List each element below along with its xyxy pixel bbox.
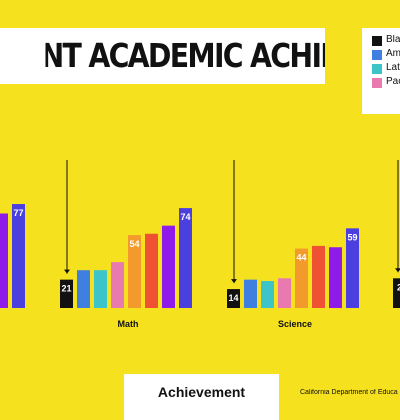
bar bbox=[278, 278, 291, 308]
arrow-head bbox=[64, 269, 70, 274]
category-label: Math bbox=[118, 319, 139, 329]
legend-item: Lati bbox=[372, 63, 400, 75]
legend-label: Lati bbox=[386, 63, 400, 73]
bar-value-label: 44 bbox=[296, 253, 306, 263]
bar bbox=[261, 281, 274, 308]
bar bbox=[12, 204, 25, 308]
legend-swatch bbox=[372, 36, 382, 46]
bar bbox=[179, 208, 192, 308]
arrow-head bbox=[231, 279, 237, 284]
bar bbox=[329, 247, 342, 308]
legend-label: Bla bbox=[386, 35, 400, 45]
page-title: NT ACADEMIC ACHIEVEMENT bbox=[46, 36, 326, 75]
legend-swatch bbox=[372, 64, 382, 74]
footer-banner bbox=[124, 374, 279, 420]
bar bbox=[346, 228, 359, 308]
bar bbox=[0, 213, 8, 308]
legend-label: Pac bbox=[386, 77, 400, 87]
bar bbox=[111, 262, 124, 308]
bar bbox=[94, 270, 107, 308]
legend-item: Bla bbox=[372, 35, 400, 47]
footer-title: Achievement bbox=[157, 384, 246, 400]
bar-value-label: 21 bbox=[61, 284, 71, 294]
legend-swatch bbox=[372, 50, 382, 60]
category-label: Science bbox=[278, 319, 312, 329]
legend-item: Ame bbox=[372, 49, 400, 61]
bar bbox=[312, 245, 325, 308]
arrow-head bbox=[395, 268, 400, 273]
bar bbox=[295, 248, 308, 308]
bar bbox=[162, 225, 175, 308]
bar bbox=[60, 279, 73, 308]
bar-value-label: 74 bbox=[180, 212, 190, 222]
bar bbox=[227, 289, 240, 308]
bar bbox=[393, 278, 400, 308]
bar-value-label: 54 bbox=[129, 239, 139, 249]
bar bbox=[145, 233, 158, 308]
bar bbox=[77, 270, 90, 308]
bar-value-label: 2 bbox=[397, 282, 400, 292]
bar-value-label: 14 bbox=[228, 293, 238, 303]
legend-swatch bbox=[372, 78, 382, 88]
bar bbox=[244, 279, 257, 308]
bar bbox=[128, 235, 141, 308]
legend-item: Pac bbox=[372, 77, 400, 89]
bar-value-label: 77 bbox=[13, 208, 23, 218]
title-banner bbox=[0, 28, 325, 84]
bar-value-label: 59 bbox=[347, 232, 357, 242]
source-credit: California Department of Educa bbox=[300, 389, 398, 396]
legend-label: Ame bbox=[386, 49, 400, 59]
